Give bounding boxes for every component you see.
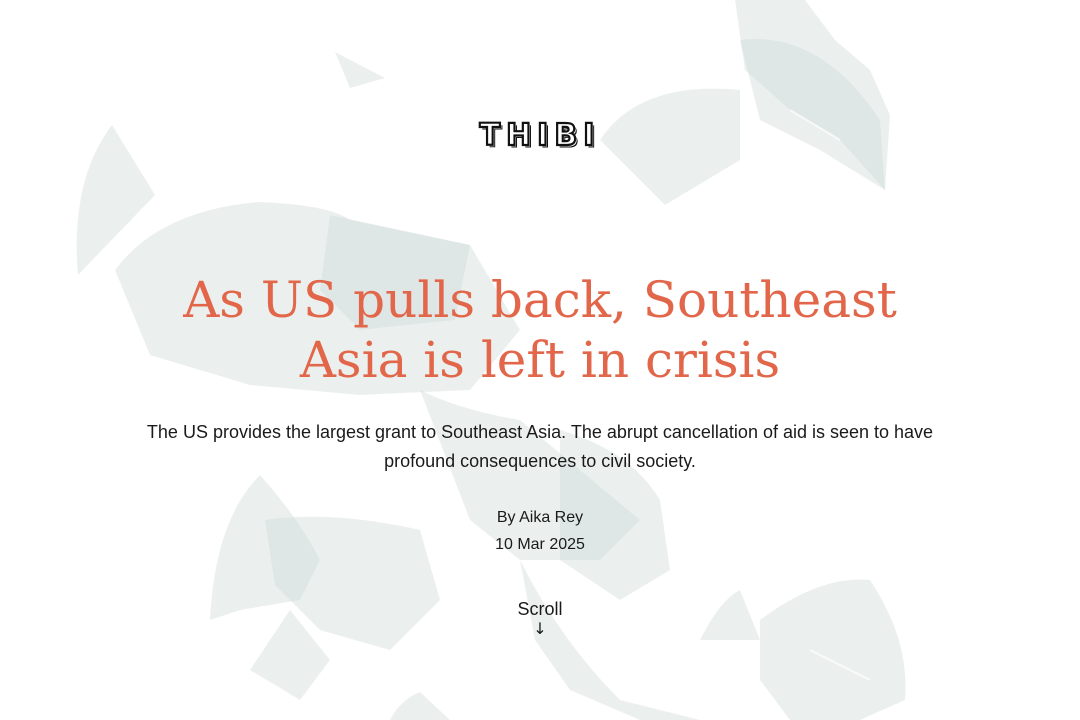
article-dek: The US provides the largest grant to Sou… (146, 422, 934, 471)
article-date: 10 Mar 2025 (495, 536, 585, 553)
article-meta: By Aika Rey 10 Mar 2025 (0, 504, 1080, 558)
logo-wordmark: THIBI (479, 117, 601, 154)
article-headline: As US pulls back, Southeast Asia is left… (183, 271, 897, 389)
site-logo[interactable]: THIBI (0, 112, 1080, 160)
arrow-down-icon: ↓ (533, 619, 547, 638)
scroll-label: Scroll (517, 599, 563, 619)
article-byline: By Aika Rey (496, 509, 584, 526)
scroll-hint[interactable]: Scroll ↓ (490, 598, 590, 638)
